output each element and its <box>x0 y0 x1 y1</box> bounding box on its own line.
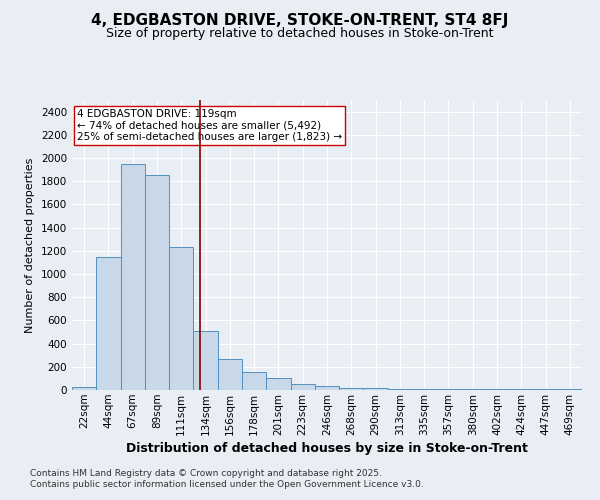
Bar <box>193 331 218 390</box>
Bar <box>339 388 364 390</box>
Bar <box>169 248 193 390</box>
Bar <box>364 388 388 390</box>
Bar <box>121 164 145 390</box>
Bar <box>315 386 339 390</box>
Bar <box>72 387 96 390</box>
Bar <box>96 256 121 390</box>
Bar <box>290 384 315 390</box>
Text: 4, EDGBASTON DRIVE, STOKE-ON-TRENT, ST4 8FJ: 4, EDGBASTON DRIVE, STOKE-ON-TRENT, ST4 … <box>91 12 509 28</box>
Bar <box>145 176 169 390</box>
Bar <box>388 389 412 390</box>
Bar <box>266 378 290 390</box>
Bar <box>558 389 582 390</box>
X-axis label: Distribution of detached houses by size in Stoke-on-Trent: Distribution of detached houses by size … <box>126 442 528 455</box>
Text: Contains HM Land Registry data © Crown copyright and database right 2025.: Contains HM Land Registry data © Crown c… <box>30 468 382 477</box>
Text: Contains public sector information licensed under the Open Government Licence v3: Contains public sector information licen… <box>30 480 424 489</box>
Bar <box>242 372 266 390</box>
Text: Size of property relative to detached houses in Stoke-on-Trent: Size of property relative to detached ho… <box>106 28 494 40</box>
Bar <box>218 358 242 390</box>
Text: 4 EDGBASTON DRIVE: 119sqm
← 74% of detached houses are smaller (5,492)
25% of se: 4 EDGBASTON DRIVE: 119sqm ← 74% of detac… <box>77 108 342 142</box>
Y-axis label: Number of detached properties: Number of detached properties <box>25 158 35 332</box>
